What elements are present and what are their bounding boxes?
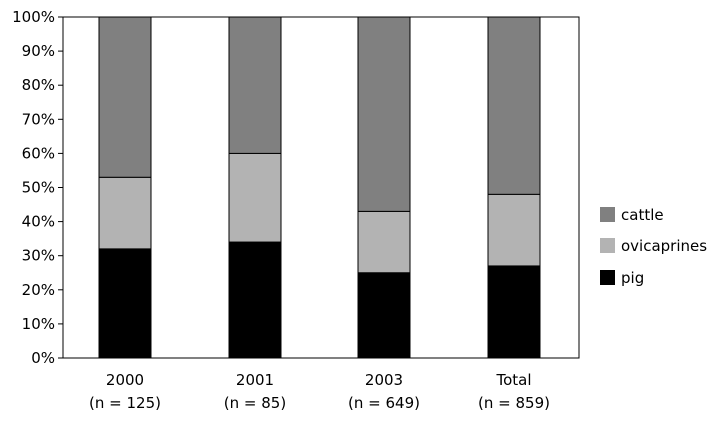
- x-category-label: 2003: [365, 371, 403, 389]
- x-category-count: (n = 859): [478, 394, 550, 412]
- bar-segment-pig-total: [487, 265, 541, 359]
- y-tick-label: 0%: [31, 349, 55, 367]
- bar-segment-pig-2003: [357, 272, 411, 359]
- bar-segment-cattle-2000: [98, 16, 152, 178]
- bar-segment-ovicaprines-total: [487, 193, 541, 267]
- y-tick-label: 40%: [22, 213, 55, 231]
- x-category-count: (n = 85): [224, 394, 286, 412]
- bar-segment-ovicaprines-2001: [228, 152, 282, 243]
- bar-segment-ovicaprines-2003: [357, 210, 411, 274]
- y-tick-label: 70%: [22, 110, 55, 128]
- bar-segment-pig-2000: [98, 248, 152, 359]
- x-category-count: (n = 125): [89, 394, 161, 412]
- bar-segment-ovicaprines-2000: [98, 176, 152, 250]
- y-tick-label: 80%: [22, 76, 55, 94]
- y-tick-label: 30%: [22, 247, 55, 265]
- legend-swatch-cattle: [600, 207, 615, 222]
- y-tick-label: 100%: [12, 8, 55, 26]
- y-axis: 0% 10% 20% 30% 40% 50% 60% 70% 80% 90% 100%: [12, 8, 63, 367]
- bar-segment-cattle-total: [487, 16, 541, 195]
- x-axis: 2000 (n = 125) 2001 (n = 85) 2003 (n = 649) To…: [89, 371, 550, 412]
- legend-label-pig: pig: [621, 269, 644, 287]
- legend: cattle ovicaprines pig: [600, 206, 707, 287]
- bar-segment-cattle-2003: [357, 16, 411, 212]
- y-tick-label: 90%: [22, 42, 55, 60]
- legend-swatch-ovicaprines: [600, 238, 615, 253]
- x-category-label: Total: [495, 371, 531, 389]
- legend-label-cattle: cattle: [621, 206, 664, 224]
- y-tick-label: 20%: [22, 281, 55, 299]
- x-category-label: 2000: [106, 371, 144, 389]
- x-category-count: (n = 649): [348, 394, 420, 412]
- legend-label-ovicaprines: ovicaprines: [621, 237, 707, 255]
- bar-segment-cattle-2001: [228, 16, 282, 154]
- y-tick-label: 60%: [22, 144, 55, 162]
- bars: [98, 16, 541, 359]
- bar-segment-pig-2001: [228, 241, 282, 359]
- legend-swatch-pig: [600, 270, 615, 285]
- y-tick-label: 50%: [22, 179, 55, 197]
- x-category-label: 2001: [236, 371, 274, 389]
- y-tick-label: 10%: [22, 315, 55, 333]
